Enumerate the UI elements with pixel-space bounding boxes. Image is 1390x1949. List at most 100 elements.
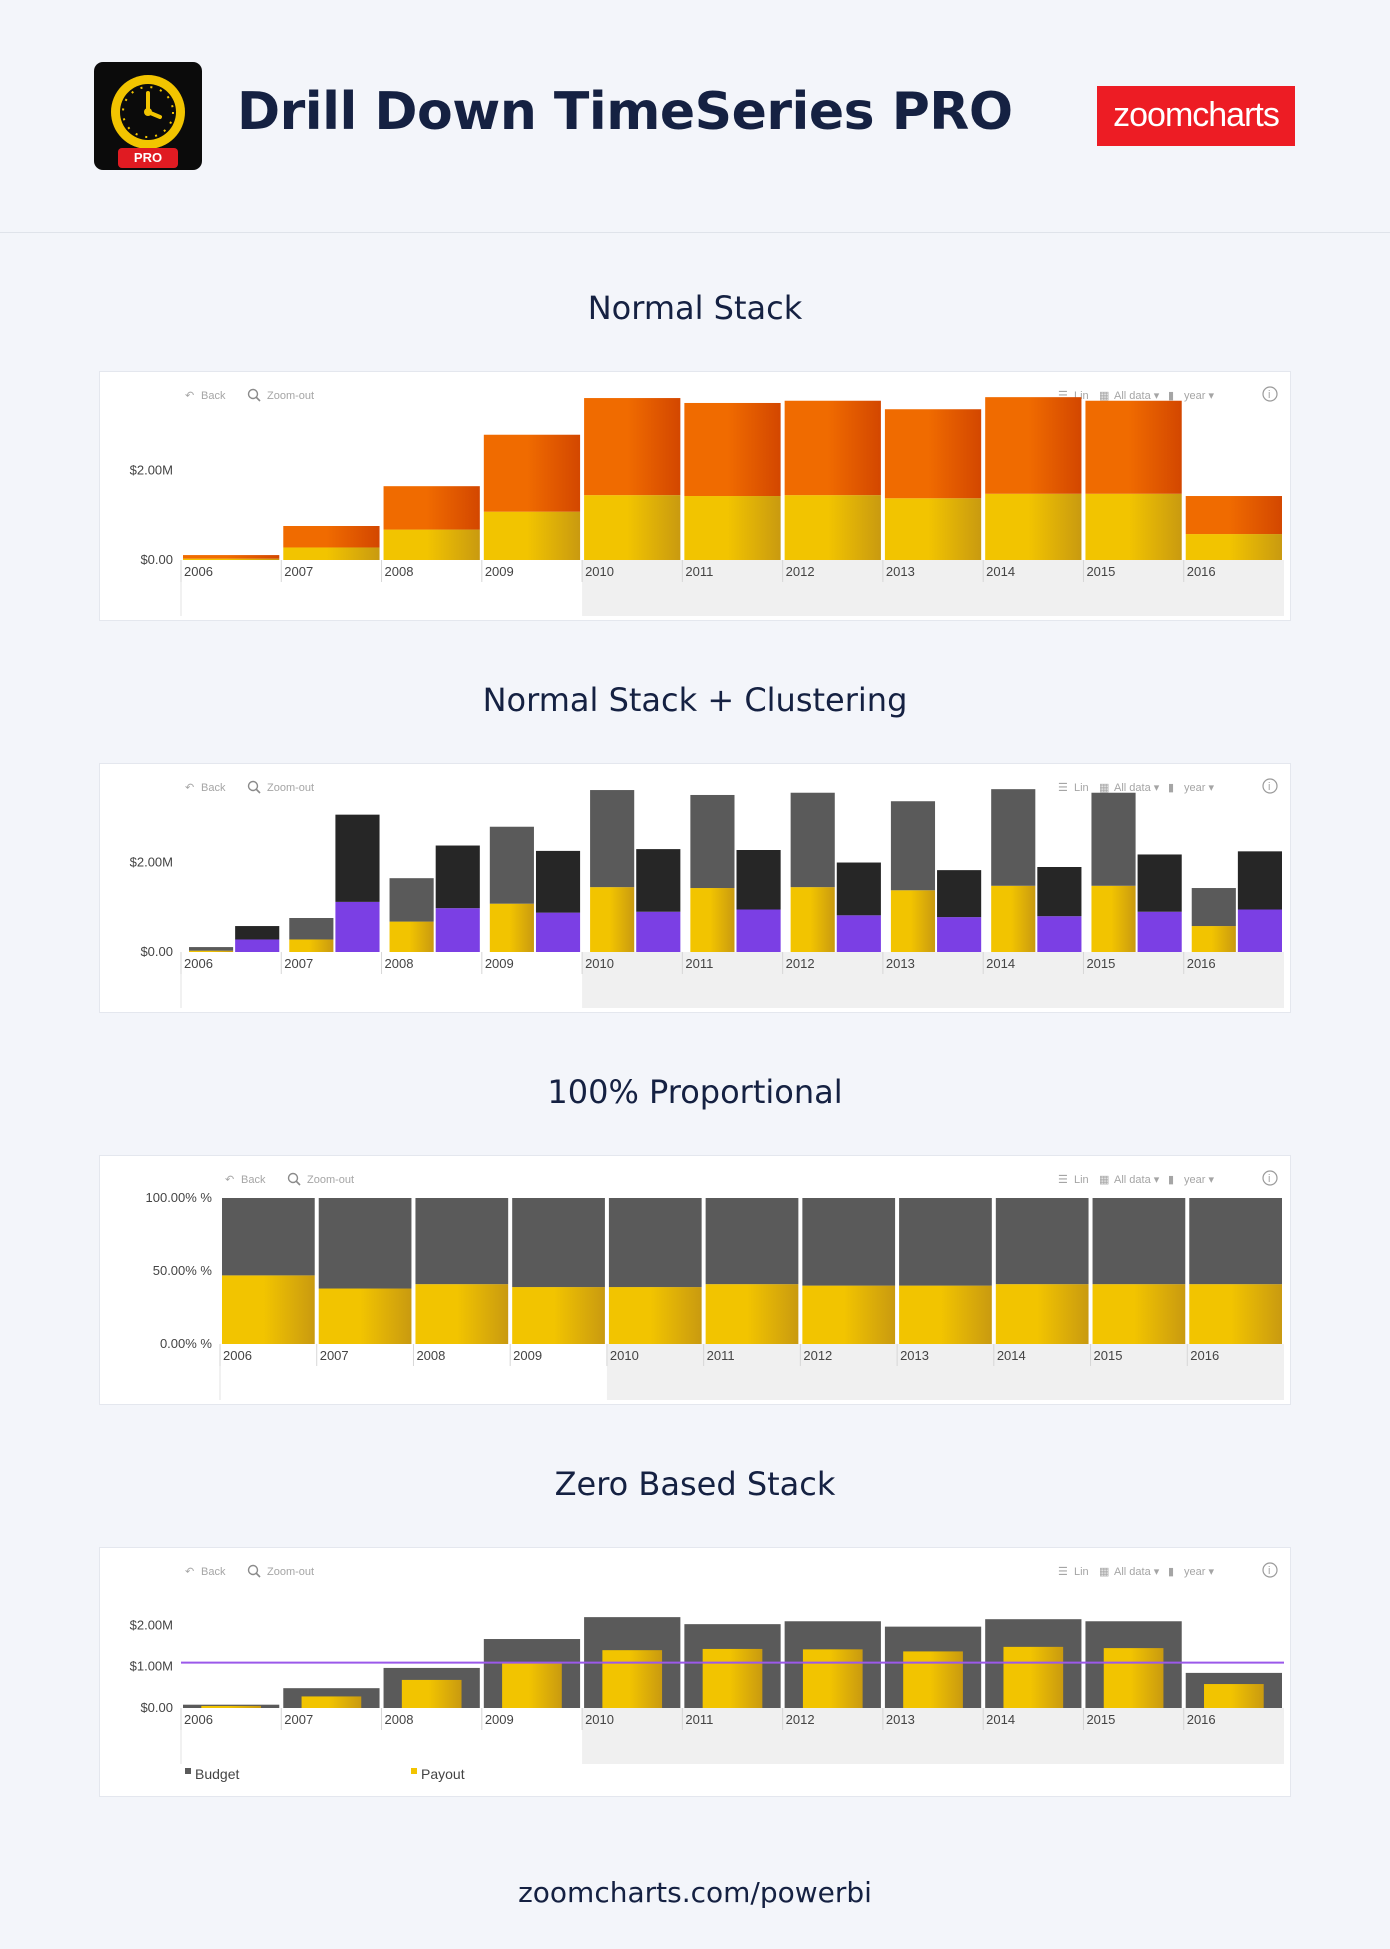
legend-budget-label[interactable]: Budget xyxy=(195,1766,239,1782)
bar-c0-payout-2015[interactable] xyxy=(1091,885,1136,952)
bar-c1-budget-2014[interactable] xyxy=(1037,867,1082,917)
bar-payout-2007[interactable] xyxy=(301,1696,362,1708)
bar-payout-2010[interactable] xyxy=(608,1287,702,1344)
bar-c0-payout-2008[interactable] xyxy=(389,921,434,952)
bar-payout-2007[interactable] xyxy=(318,1288,412,1344)
legend-payout-label[interactable]: Payout xyxy=(421,1766,465,1782)
all-data-button[interactable]: All data ▾ xyxy=(1114,782,1160,794)
bar-payout-2013[interactable] xyxy=(899,1285,992,1344)
bar-budget-2012[interactable] xyxy=(784,400,881,496)
bar-c0-payout-2016[interactable] xyxy=(1191,926,1236,952)
bar-c0-budget-2014[interactable] xyxy=(991,789,1036,886)
bar-c0-budget-2007[interactable] xyxy=(289,918,334,940)
bar-c0-budget-2009[interactable] xyxy=(489,826,534,904)
bar-budget-2008[interactable] xyxy=(415,1198,509,1285)
bar-budget-2006[interactable] xyxy=(222,1198,315,1276)
bar-c0-budget-2013[interactable] xyxy=(890,801,936,891)
bar-payout-2009[interactable] xyxy=(483,511,581,560)
bar-payout-2015[interactable] xyxy=(1103,1648,1164,1708)
bar-c1-payout-2012[interactable] xyxy=(836,915,881,952)
bar-payout-2014[interactable] xyxy=(985,493,1082,560)
bar-c1-payout-2007[interactable] xyxy=(335,901,380,952)
bar-payout-2009[interactable] xyxy=(502,1663,562,1708)
bar-payout-2008[interactable] xyxy=(401,1679,462,1708)
bar-c0-payout-2010[interactable] xyxy=(590,887,635,952)
bar-budget-2008[interactable] xyxy=(383,486,480,530)
bar-payout-2015[interactable] xyxy=(1092,1284,1186,1344)
bar-c0-payout-2013[interactable] xyxy=(890,890,936,952)
back-arrow-icon[interactable]: ↶ xyxy=(185,782,194,794)
back-button[interactable]: Back xyxy=(201,782,226,794)
lin-button[interactable]: Lin xyxy=(1074,1174,1089,1186)
back-arrow-icon[interactable]: ↶ xyxy=(185,390,194,402)
info-icon[interactable] xyxy=(1262,1562,1278,1578)
bar-c1-payout-2015[interactable] xyxy=(1137,911,1182,952)
bar-c1-budget-2010[interactable] xyxy=(636,849,681,912)
bar-payout-2012[interactable] xyxy=(784,495,881,560)
bar-budget-2015[interactable] xyxy=(1092,1198,1186,1285)
bar-payout-2008[interactable] xyxy=(383,529,480,560)
bar-budget-2007[interactable] xyxy=(283,526,380,548)
bar-payout-2008[interactable] xyxy=(415,1284,509,1344)
back-button[interactable]: Back xyxy=(241,1174,266,1186)
bar-c1-payout-2011[interactable] xyxy=(736,909,781,953)
bar-c1-payout-2008[interactable] xyxy=(435,908,480,952)
bar-c0-budget-2011[interactable] xyxy=(690,794,735,889)
lin-button[interactable]: Lin xyxy=(1074,1566,1089,1578)
chart-normal-stack-clustering[interactable]: ↶ Back Zoom-out ☰ Lin ▦ All data ▾ ▮ year ▾ i $2.0… xyxy=(100,764,1292,1014)
zoom-out-button[interactable]: Zoom-out xyxy=(267,390,314,402)
bar-payout-2014[interactable] xyxy=(995,1284,1089,1344)
back-arrow-icon[interactable]: ↶ xyxy=(225,1174,234,1186)
bar-c0-budget-2015[interactable] xyxy=(1091,792,1136,886)
bar-payout-2010[interactable] xyxy=(602,1650,663,1708)
zoom-out-button[interactable]: Zoom-out xyxy=(267,782,314,794)
bar-c0-payout-2009[interactable] xyxy=(489,903,534,952)
all-data-button[interactable]: All data ▾ xyxy=(1114,1174,1160,1186)
bar-budget-2013[interactable] xyxy=(899,1198,992,1286)
bar-payout-2013[interactable] xyxy=(884,498,982,560)
back-button[interactable]: Back xyxy=(201,390,226,402)
bar-c0-budget-2012[interactable] xyxy=(790,792,835,888)
bar-payout-2011[interactable] xyxy=(705,1284,799,1344)
bar-c0-budget-2008[interactable] xyxy=(389,878,434,922)
bar-c1-budget-2007[interactable] xyxy=(335,814,380,902)
bar-budget-2010[interactable] xyxy=(608,1198,702,1288)
bar-payout-2009[interactable] xyxy=(512,1287,605,1344)
bar-payout-2016[interactable] xyxy=(1189,1284,1282,1344)
bar-c0-payout-2006[interactable] xyxy=(189,950,234,952)
bar-c1-budget-2013[interactable] xyxy=(937,870,982,918)
info-icon[interactable] xyxy=(1262,1170,1278,1186)
bar-budget-2013[interactable] xyxy=(884,409,982,499)
bar-c1-payout-2013[interactable] xyxy=(937,917,982,952)
period-button[interactable]: year ▾ xyxy=(1184,782,1214,794)
bar-budget-2012[interactable] xyxy=(802,1198,896,1286)
info-icon[interactable] xyxy=(1262,386,1278,402)
bar-c0-payout-2011[interactable] xyxy=(690,888,735,952)
bar-budget-2011[interactable] xyxy=(705,1198,799,1285)
zoom-out-button[interactable]: Zoom-out xyxy=(267,1566,314,1578)
bar-c0-payout-2012[interactable] xyxy=(790,887,835,952)
bar-budget-2010[interactable] xyxy=(584,398,681,496)
bar-payout-2011[interactable] xyxy=(702,1648,763,1708)
bar-budget-2014[interactable] xyxy=(985,397,1082,494)
bar-c0-budget-2006[interactable] xyxy=(189,947,234,951)
bar-payout-2014[interactable] xyxy=(1003,1646,1064,1708)
bar-payout-2012[interactable] xyxy=(802,1285,896,1344)
all-data-button[interactable]: All data ▾ xyxy=(1114,1566,1160,1578)
bar-payout-2010[interactable] xyxy=(584,495,681,560)
bar-budget-2007[interactable] xyxy=(318,1198,412,1289)
bar-c1-budget-2011[interactable] xyxy=(736,850,781,910)
bar-c1-budget-2015[interactable] xyxy=(1137,854,1182,912)
bar-payout-2013[interactable] xyxy=(903,1651,963,1708)
bar-c1-payout-2006[interactable] xyxy=(235,939,280,952)
back-button[interactable]: Back xyxy=(201,1566,226,1578)
footer-link[interactable]: zoomcharts.com/powerbi xyxy=(518,1876,872,1909)
period-button[interactable]: year ▾ xyxy=(1184,390,1214,402)
bar-budget-2014[interactable] xyxy=(995,1198,1089,1285)
bar-c1-payout-2014[interactable] xyxy=(1037,916,1082,952)
back-arrow-icon[interactable]: ↶ xyxy=(185,1566,194,1578)
bar-c1-payout-2009[interactable] xyxy=(535,912,581,952)
zoom-out-button[interactable]: Zoom-out xyxy=(307,1174,354,1186)
bar-budget-2016[interactable] xyxy=(1189,1198,1282,1285)
bar-payout-2006[interactable] xyxy=(222,1275,315,1344)
